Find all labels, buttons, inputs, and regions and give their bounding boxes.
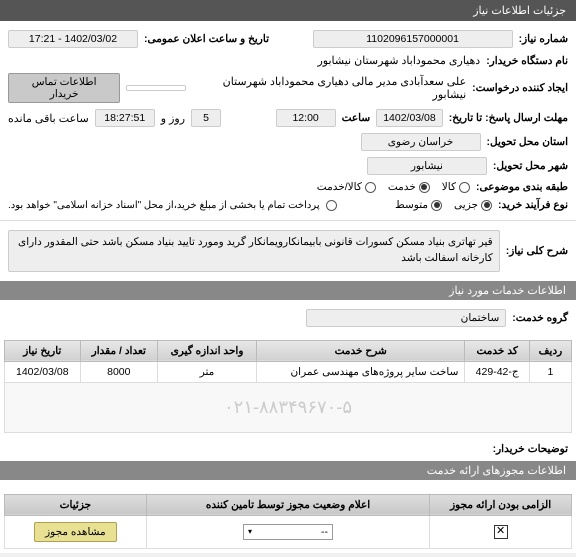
desc-label: شرح کلی نیاز: — [506, 245, 568, 257]
desc-section: شرح کلی نیاز: قیر تهاتری بنیاد مسکن کسور… — [0, 221, 576, 281]
cell-date: 1402/03/08 — [5, 361, 81, 382]
radio-service-label: خدمت — [388, 181, 416, 193]
remain-label: ساعت باقی مانده — [8, 112, 89, 125]
radio-goods-dot — [459, 182, 470, 193]
days-label: روز و — [161, 112, 185, 125]
radio-medium[interactable]: متوسط — [395, 199, 442, 211]
city-label: شهر محل تحویل: — [493, 160, 568, 172]
auth-header: اطلاعات مجوزهای ارائه خدمت — [0, 461, 576, 480]
watermark-row: ۰۲۱-۸۸۳۴۹۶۷۰-۵ — [5, 382, 572, 432]
services-table-area: ردیف کد خدمت شرح خدمت واحد اندازه گیری ت… — [0, 336, 576, 437]
subject-cat-label: طبقه بندی موضوعی: — [476, 181, 568, 193]
services-header: اطلاعات خدمات مورد نیاز — [0, 281, 576, 300]
radio-both-dot — [365, 182, 376, 193]
form-section: شماره نیاز: 1102096157000001 تاریخ و ساع… — [0, 21, 576, 221]
th-row: ردیف — [529, 340, 571, 361]
th-date: تاریخ نیاز — [5, 340, 81, 361]
desc-value: قیر تهاتری بنیاد مسکن کسورات قانونی بابی… — [8, 230, 500, 272]
radio-both[interactable]: کالا/خدمت — [317, 181, 376, 193]
status-dropdown[interactable]: -- ▾ — [243, 524, 333, 540]
radio-medium-label: متوسط — [395, 199, 428, 211]
cell-idx: 1 — [529, 361, 571, 382]
radio-partial-dot — [481, 200, 492, 211]
watermark-text: ۰۲۱-۸۸۳۴۹۶۷۰-۵ — [5, 382, 572, 432]
table-row: 1 ج-42-429 ساخت سایر پروژه‌های مهندسی عم… — [5, 361, 572, 382]
group-section: گروه خدمت: ساختمان — [0, 300, 576, 336]
radio-goods-label: کالا — [442, 181, 456, 193]
creator-value: علی سعدآبادی مدیر مالی دهیاری محموداباد … — [192, 75, 466, 101]
radio-medium-dot — [431, 200, 442, 211]
services-table: ردیف کد خدمت شرح خدمت واحد اندازه گیری ت… — [4, 340, 572, 433]
process-type-label: نوع فرآیند خرید: — [498, 199, 568, 211]
cell-qty: 8000 — [80, 361, 158, 382]
contact-button[interactable]: اطلاعات تماس خریدار — [8, 73, 120, 103]
hour-label: ساعت — [342, 112, 371, 124]
status-value: -- — [321, 526, 328, 538]
radio-goods[interactable]: کالا — [442, 181, 470, 193]
time-left: 18:27:51 — [95, 109, 155, 127]
auth-row: -- ▾ مشاهده مجوز — [5, 515, 572, 548]
creator-label: ایجاد کننده درخواست: — [472, 82, 568, 94]
announce-dt-label: تاریخ و ساعت اعلان عمومی: — [144, 33, 269, 45]
deadline-date: 1402/03/08 — [376, 109, 443, 127]
radio-service[interactable]: خدمت — [388, 181, 430, 193]
mandatory-checkbox[interactable] — [494, 525, 508, 539]
city-value: نیشابور — [367, 157, 487, 175]
cell-desc: ساخت سایر پروژه‌های مهندسی عمران — [256, 361, 464, 382]
payment-note: پرداخت تمام یا بخشی از مبلغ خرید،از محل … — [8, 200, 320, 211]
panel-title: جزئیات اطلاعات نیاز — [0, 0, 576, 21]
cell-unit: متر — [158, 361, 257, 382]
auth-status-cell: -- ▾ — [146, 515, 430, 548]
auth-details-cell: مشاهده مجوز — [5, 515, 147, 548]
th-desc: شرح خدمت — [256, 340, 464, 361]
explain-label: توضیحات خریدار: — [493, 443, 568, 455]
announce-dt-value: 1402/03/02 - 17:21 — [8, 30, 138, 48]
province-label: استان محل تحویل: — [487, 136, 568, 148]
group-label: گروه خدمت: — [512, 312, 568, 324]
note-radio — [326, 200, 337, 211]
buyer-label: نام دستگاه خریدار: — [486, 55, 568, 67]
th-qty: تعداد / مقدار — [80, 340, 158, 361]
deadline-time: 12:00 — [276, 109, 336, 127]
radio-partial-label: جزیی — [454, 199, 478, 211]
cell-code: ج-42-429 — [465, 361, 530, 382]
auth-mandatory-cell — [430, 515, 572, 548]
th-mandatory: الزامی بودن ارائه مجوز — [430, 494, 572, 515]
deadline-label: مهلت ارسال پاسخ: تا تاریخ: — [449, 112, 568, 124]
creator-blank — [126, 85, 186, 91]
th-code: کد خدمت — [465, 340, 530, 361]
th-unit: واحد اندازه گیری — [158, 340, 257, 361]
radio-both-label: کالا/خدمت — [317, 181, 362, 193]
auth-table-area: الزامی بودن ارائه مجوز اعلام وضعیت مجوز … — [0, 480, 576, 553]
days-left: 5 — [191, 109, 221, 127]
explain-section: توضیحات خریدار: — [0, 437, 576, 461]
radio-service-dot — [419, 182, 430, 193]
req-no-label: شماره نیاز: — [519, 33, 568, 45]
chevron-down-icon: ▾ — [248, 527, 252, 536]
buyer-value: دهیاری محموداباد شهرستان نیشابور — [318, 54, 481, 67]
req-no-value: 1102096157000001 — [313, 30, 513, 48]
auth-table: الزامی بودن ارائه مجوز اعلام وضعیت مجوز … — [4, 494, 572, 549]
radio-partial[interactable]: جزیی — [454, 199, 492, 211]
th-status: اعلام وضعیت مجوز توسط تامین کننده — [146, 494, 430, 515]
province-value: خراسان رضوی — [361, 133, 481, 151]
view-auth-button[interactable]: مشاهده مجوز — [34, 522, 117, 542]
th-details: جزئیات — [5, 494, 147, 515]
group-value: ساختمان — [306, 309, 506, 327]
